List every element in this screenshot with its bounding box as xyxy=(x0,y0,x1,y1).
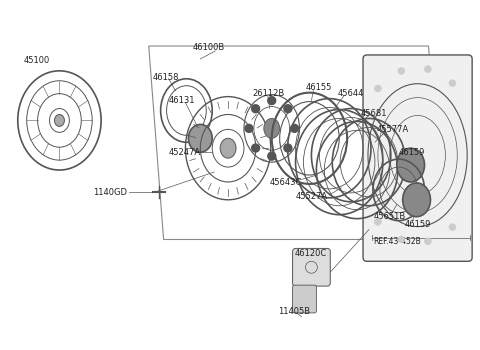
Text: 45651B: 45651B xyxy=(374,212,406,221)
Text: 45247A: 45247A xyxy=(168,148,201,157)
Circle shape xyxy=(284,144,292,152)
Circle shape xyxy=(268,97,276,105)
Text: 46120C: 46120C xyxy=(295,250,327,258)
Text: 45577A: 45577A xyxy=(377,125,409,134)
Ellipse shape xyxy=(189,124,212,152)
Ellipse shape xyxy=(264,118,280,138)
FancyBboxPatch shape xyxy=(363,55,472,261)
Circle shape xyxy=(424,238,432,245)
Text: 46131: 46131 xyxy=(168,96,195,105)
Text: 26112B: 26112B xyxy=(252,89,284,98)
Circle shape xyxy=(424,65,432,72)
Circle shape xyxy=(290,124,299,132)
Text: 46100B: 46100B xyxy=(192,43,225,52)
Text: REF.43-452B: REF.43-452B xyxy=(373,238,420,246)
Circle shape xyxy=(449,80,456,87)
Text: 1140GD: 1140GD xyxy=(93,188,127,197)
Circle shape xyxy=(252,105,260,113)
Circle shape xyxy=(449,224,456,231)
Text: 45643C: 45643C xyxy=(270,178,302,187)
FancyBboxPatch shape xyxy=(293,248,330,286)
Text: 45681: 45681 xyxy=(361,108,387,118)
Text: 45527A: 45527A xyxy=(296,192,328,201)
Circle shape xyxy=(245,124,253,132)
Text: 46158: 46158 xyxy=(153,73,179,82)
Ellipse shape xyxy=(397,148,424,182)
Text: 46159: 46159 xyxy=(399,148,425,157)
Circle shape xyxy=(374,85,381,92)
Circle shape xyxy=(284,105,292,113)
Ellipse shape xyxy=(220,138,236,158)
Text: 46159: 46159 xyxy=(405,220,431,229)
Text: 11405B: 11405B xyxy=(278,307,310,316)
Circle shape xyxy=(252,144,260,152)
Circle shape xyxy=(398,68,405,75)
FancyBboxPatch shape xyxy=(293,285,316,313)
Ellipse shape xyxy=(403,183,431,217)
Circle shape xyxy=(398,236,405,243)
Circle shape xyxy=(374,218,381,225)
Text: 46155: 46155 xyxy=(305,83,332,92)
Text: 45644: 45644 xyxy=(337,89,363,98)
Ellipse shape xyxy=(55,114,64,126)
Circle shape xyxy=(268,152,276,160)
Text: 45100: 45100 xyxy=(24,56,50,65)
